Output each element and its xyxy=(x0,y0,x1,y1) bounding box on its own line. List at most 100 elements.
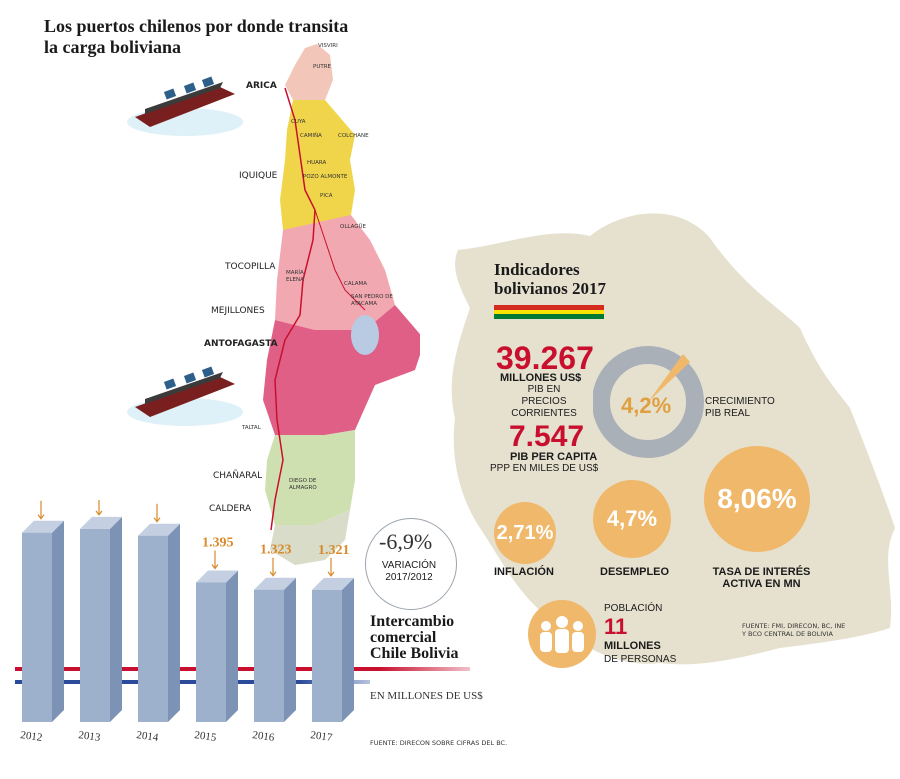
port-iquique: IQUIQUE xyxy=(239,171,278,181)
bar-side-2012 xyxy=(52,520,64,722)
town-calama: CALAMA xyxy=(344,281,368,287)
trade-title: Intercambio comercial Chile Bolivia xyxy=(370,614,458,662)
trade-title-line1: Intercambio xyxy=(370,613,455,630)
pib-note-line2: CORRIENTES xyxy=(511,408,577,419)
pib-value: 39.267 xyxy=(496,340,594,376)
percap-value: 7.547 xyxy=(509,420,585,453)
cargo-ship-icon xyxy=(127,366,243,426)
region-south xyxy=(270,510,350,565)
interest-circle: 8,06% xyxy=(704,446,810,552)
port-arica: ARICA xyxy=(246,81,277,91)
port-antofagasta: ANTOFAGASTA xyxy=(204,339,278,349)
bar-2015 xyxy=(196,582,226,722)
bar-value-label: 1.323 xyxy=(260,543,292,558)
port-caldera: CALDERA xyxy=(209,504,252,514)
pib-note: PIB EN PRECIOS CORRIENTES xyxy=(508,384,580,420)
indicators-source: FUENTE: FMI, DIRECON, BC, INE Y BCO CENT… xyxy=(742,622,845,638)
inflation-value: 2,71% xyxy=(496,521,554,544)
growth-value: 4,2% xyxy=(621,393,672,418)
bar-value-label: 1.893 xyxy=(28,500,60,501)
variation-value: -6,9% xyxy=(379,529,433,554)
trade-title-line2: comercial xyxy=(370,629,437,646)
bar-year-label: 2014 xyxy=(136,729,160,744)
indicators-title-line2: bolivianos 2017 xyxy=(494,279,606,298)
population-label: POBLACIÓN xyxy=(604,603,663,614)
port-tocopilla: TOCOPILLA xyxy=(225,262,276,272)
population-unit1: MILLONES xyxy=(604,640,661,652)
bar-arrow-2017 xyxy=(327,557,335,577)
pib-note-line1: PIB EN PRECIOS xyxy=(521,384,567,407)
town-huara: HUARA xyxy=(307,160,327,166)
bar-top-2014 xyxy=(138,523,180,536)
bar-side-2017 xyxy=(342,577,354,722)
port-taltal: TALTAL xyxy=(242,425,261,431)
pib-unit: MILLONES US$ xyxy=(500,372,582,384)
trade-unit: EN MILLONES DE US$ xyxy=(370,690,483,702)
indicators-source-line1: FUENTE: FMI, DIRECON, BC, INE xyxy=(742,622,846,630)
bar-top-2012 xyxy=(22,520,64,533)
interest-label-line1: TASA DE INTERÉS xyxy=(712,566,811,578)
region-antofagasta xyxy=(263,305,420,435)
bar-arrow-2013 xyxy=(95,500,103,516)
region-tarapaca xyxy=(280,100,355,230)
bar-arrow-2016 xyxy=(269,557,277,577)
trade-source: FUENTE: DIRECON SOBRE CIFRAS DEL BC. xyxy=(370,739,508,747)
unemployment-value: 4,7% xyxy=(606,506,658,531)
indicators-title-line1: Indicadores xyxy=(494,260,580,279)
bar-2012 xyxy=(22,532,52,722)
bar-value-label: 1.863 xyxy=(144,500,176,504)
interest-label-line2: ACTIVA EN MN xyxy=(722,578,801,590)
town-visviri: VISVIRI xyxy=(318,43,338,49)
town-cuya: CUYA xyxy=(291,119,306,125)
town-diego-de-almagro: DIEGO DE ALMAGRO xyxy=(289,478,317,491)
town-camina: CAMIÑA xyxy=(300,133,322,139)
title-line-1: Los puertos chilenos por donde transita xyxy=(44,16,349,36)
bar-side-2014 xyxy=(168,523,180,722)
bar-arrow-2015 xyxy=(211,550,219,570)
bar-top-2017 xyxy=(312,577,354,590)
title-line-2: la carga boliviana xyxy=(44,37,182,57)
inflation-circle: 2,71% xyxy=(494,502,556,564)
page-title: Los puertos chilenos por donde transita … xyxy=(44,16,404,58)
bar-2017 xyxy=(312,589,342,722)
town-colchane: COLCHANE xyxy=(338,133,369,139)
port-mejillones: MEJILLONES xyxy=(211,306,265,316)
bar-year-label: 2013 xyxy=(78,729,102,744)
population-unit2: DE PERSONAS xyxy=(604,654,677,665)
population-value: 11 xyxy=(604,614,628,639)
bar-top-2015 xyxy=(196,570,238,583)
percap-note: PPP EN MILES DE US$ xyxy=(490,463,599,474)
indicators-source-line2: Y BCO CENTRAL DE BOLIVIA xyxy=(742,630,833,638)
town-pozo-almonte: POZO ALMONTE xyxy=(303,174,348,180)
interest-label: TASA DE INTERÉS ACTIVA EN MN xyxy=(704,566,819,590)
growth-label-line2: PIB REAL xyxy=(705,408,751,419)
percap-label: PIB PER CAPITA xyxy=(510,451,598,463)
interest-value: 8,06% xyxy=(717,483,797,514)
people-icon xyxy=(540,616,584,653)
bar-arrow-2014 xyxy=(153,503,161,523)
town-maria-elena: MARÍA ELENA xyxy=(286,270,304,283)
indicators-title: Indicadores bolivianos 2017 xyxy=(494,260,606,298)
bar-year-label: 2016 xyxy=(252,729,276,744)
region-antofagasta-north xyxy=(275,215,395,330)
bar-year-label: 2012 xyxy=(20,729,43,744)
region-atacama xyxy=(265,430,355,525)
chile-flag-stripe-blue xyxy=(15,680,370,684)
trade-bar-chart: 1.89320121.93120131.86320141.39520151.32… xyxy=(20,500,354,744)
road-secondary xyxy=(314,209,366,311)
cargo-ship-icon xyxy=(127,76,243,136)
town-putre: PUTRE xyxy=(313,64,331,70)
bar-arrow-2012 xyxy=(37,500,45,520)
chile-map xyxy=(263,44,420,565)
region-arica xyxy=(285,44,333,100)
variation-circle xyxy=(365,518,457,610)
variation-label-line1: VARIACIÓN xyxy=(381,560,437,571)
bar-side-2016 xyxy=(284,577,296,722)
growth-label: CRECIMIENTO PIB REAL xyxy=(705,396,775,420)
town-ollague: OLLAGÜE xyxy=(340,224,367,230)
inflation-label: INFLACIÓN xyxy=(494,566,554,578)
unemployment-label: DESEMPLEO xyxy=(600,566,670,578)
chile-flag-stripe-red xyxy=(15,667,470,671)
variation-label-line2: 2017/2012 xyxy=(385,572,433,583)
trade-title-line3: Chile Bolivia xyxy=(370,645,459,662)
